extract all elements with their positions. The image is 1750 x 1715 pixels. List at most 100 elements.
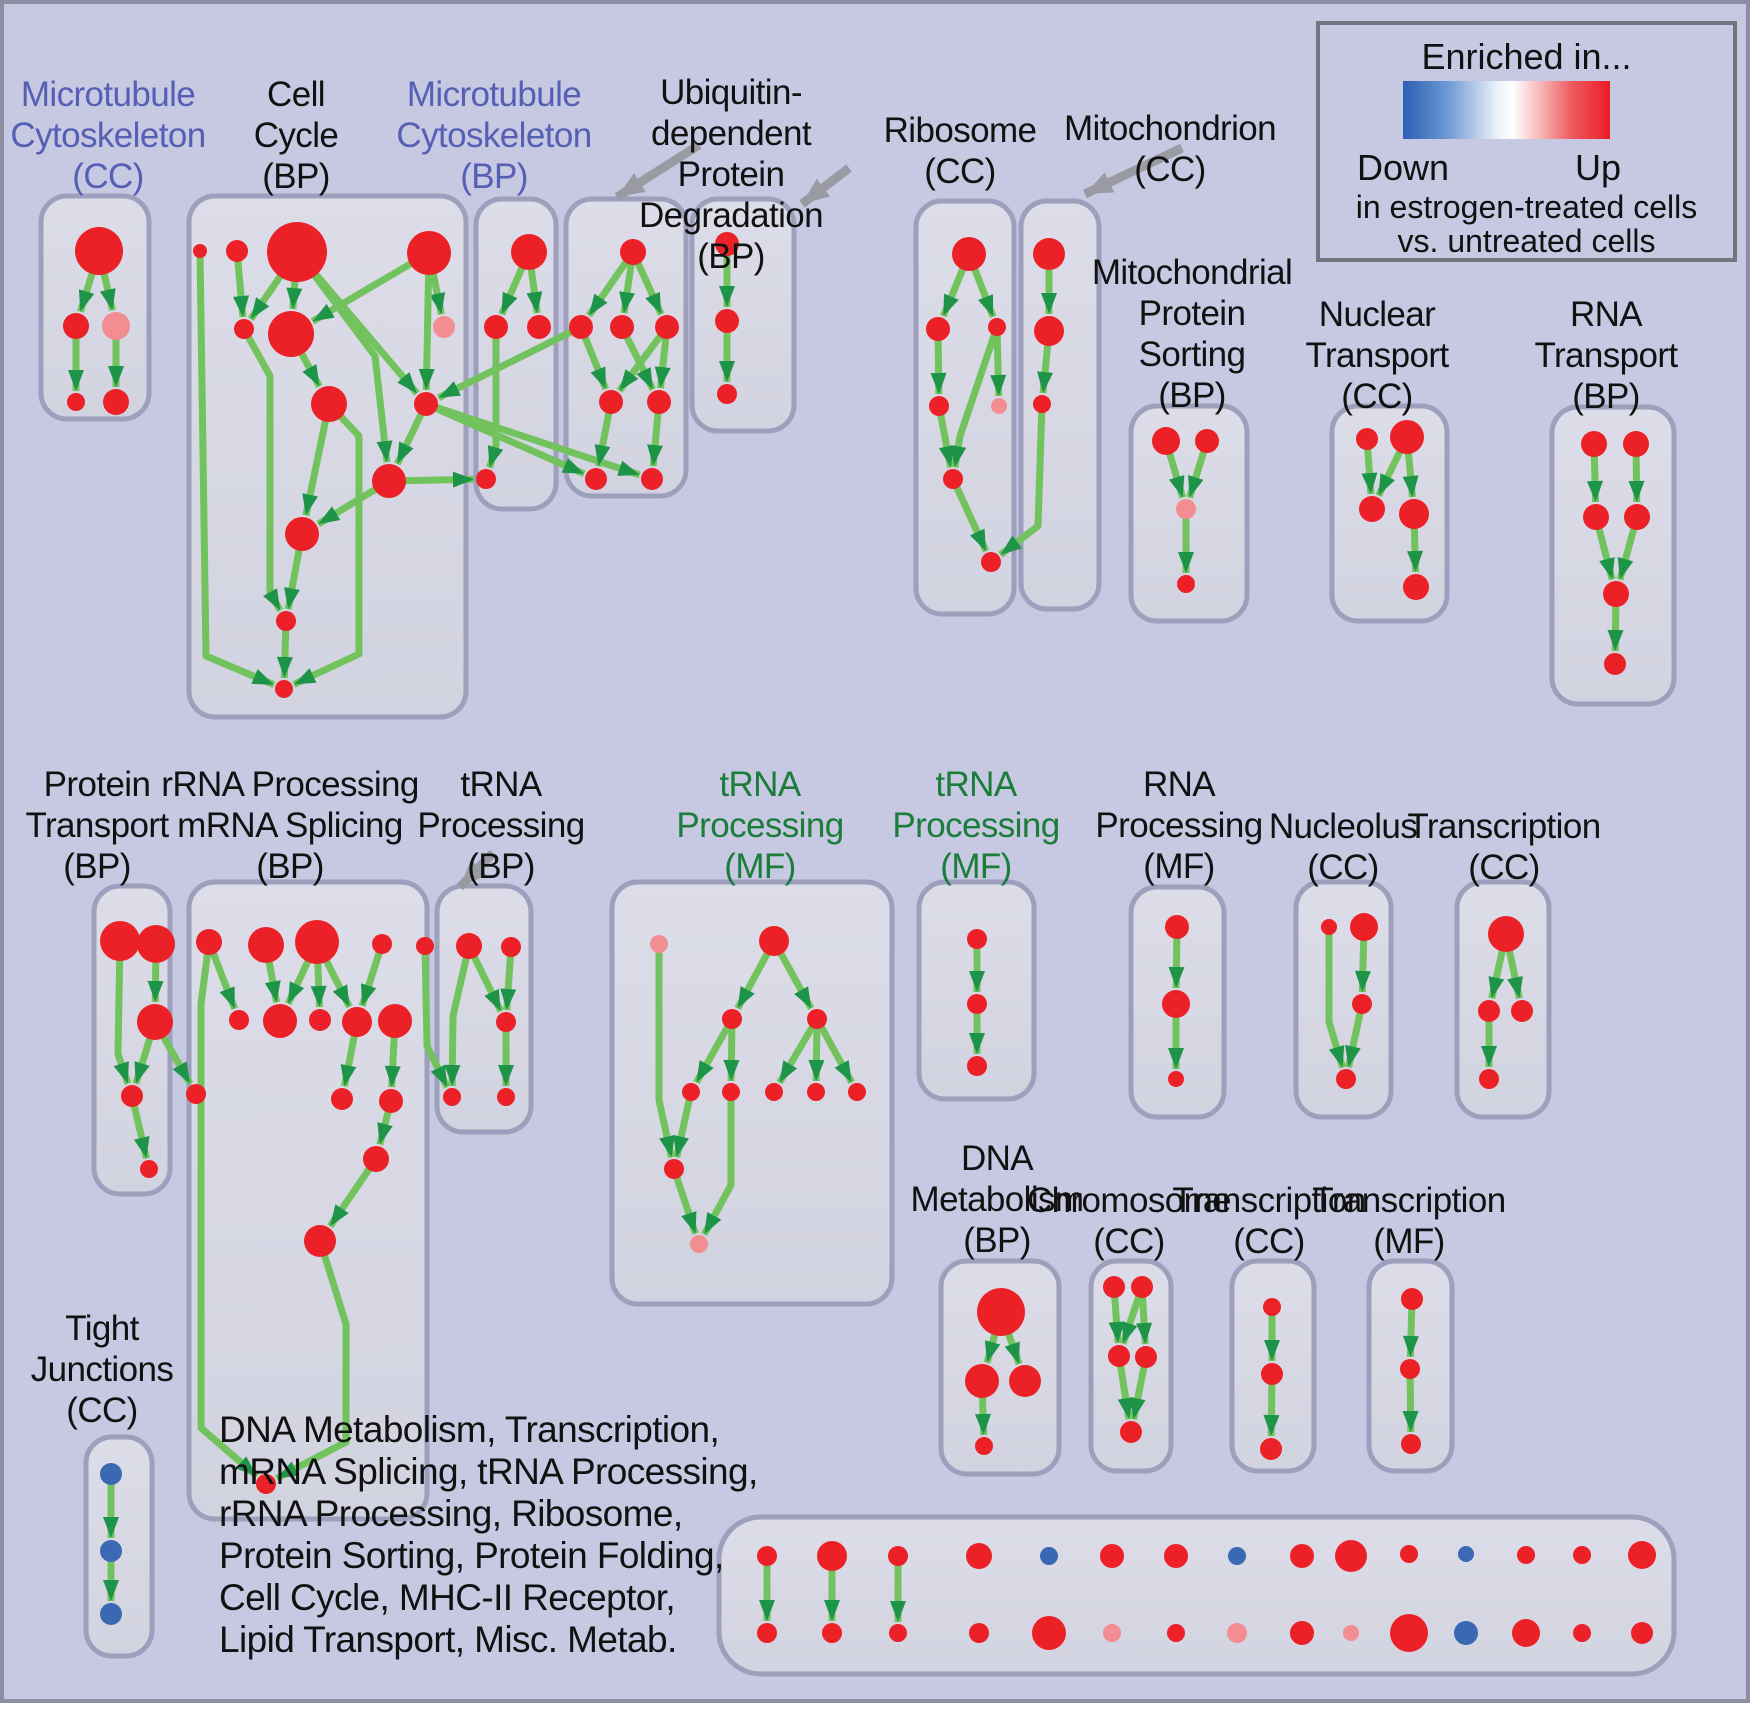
rtr-label: RNA Transport (BP) xyxy=(1534,294,1678,417)
edge-arrow xyxy=(950,325,1001,468)
go-term-node xyxy=(757,1623,777,1643)
tmf2-label-line: (MF) xyxy=(940,847,1012,886)
misc-note-line: DNA Metabolism, Transcription, xyxy=(219,1409,720,1450)
go-term-node xyxy=(1573,1546,1591,1564)
tmf-label-line: Transcription xyxy=(1312,1181,1506,1220)
go-term-node xyxy=(1227,1623,1247,1643)
go-term-node xyxy=(1263,1298,1281,1316)
go-term-node xyxy=(1195,429,1219,453)
tbp-label-line: (BP) xyxy=(467,847,535,886)
go-term-node xyxy=(1261,1363,1283,1385)
go-term-node xyxy=(414,392,438,416)
go-term-node xyxy=(1135,1346,1157,1368)
go-term-node xyxy=(981,552,1001,572)
mtcc-label-line: (CC) xyxy=(72,157,144,196)
msort-label: Mitochondrial Protein Sorting (BP) xyxy=(1092,252,1293,416)
go-term-node xyxy=(715,232,739,256)
go-term-node xyxy=(1336,1069,1356,1089)
go-term-node xyxy=(1623,431,1649,457)
go-term-node xyxy=(655,315,679,339)
go-term-node xyxy=(378,1004,412,1038)
rproc-label-line: (MF) xyxy=(1143,847,1215,886)
go-term-node xyxy=(1228,1547,1246,1565)
edge-arrow xyxy=(998,403,1046,558)
edge-arrow xyxy=(616,324,670,393)
edge-arrow xyxy=(723,1018,740,1082)
go-term-node xyxy=(311,386,347,422)
go-term-node xyxy=(1458,1546,1474,1562)
go-term-node xyxy=(991,398,1007,414)
ub2-group-box xyxy=(689,196,797,434)
go-term-node xyxy=(1488,916,1524,952)
rrna-label-line: mRNA Splicing xyxy=(177,806,403,845)
edge-arrow xyxy=(776,1017,821,1085)
go-term-node xyxy=(1454,1621,1478,1645)
go-term-node xyxy=(1335,1540,1367,1572)
ub1-label: Ubiquitin-dependent Protein Degradation (BP… xyxy=(639,72,824,277)
rtr-label-line: Transport xyxy=(1534,336,1678,375)
tmf1-label-line: (MF) xyxy=(724,847,796,886)
ub1-label-line: Protein xyxy=(677,155,785,194)
rib-label: Ribosome (CC) xyxy=(884,110,1037,192)
go-term-node xyxy=(443,1088,461,1106)
misc-note-line: rRNA Processing, Ribosome, xyxy=(219,1493,683,1534)
go-term-node xyxy=(722,1009,742,1029)
edge-arrow xyxy=(310,249,431,325)
go-term-node xyxy=(1511,1000,1533,1022)
go-term-node xyxy=(1400,1359,1420,1379)
tmf-label-line: (MF) xyxy=(1373,1222,1445,1261)
go-term-node xyxy=(1103,1276,1125,1298)
go-term-node xyxy=(1040,1547,1058,1565)
misc-note-line: Cell Cycle, MHC-II Receptor, xyxy=(219,1577,676,1618)
go-term-node xyxy=(1399,499,1429,529)
go-term-node xyxy=(309,1009,331,1031)
go-term-node xyxy=(268,311,314,357)
go-term-node xyxy=(416,937,434,955)
go-term-node xyxy=(267,222,327,282)
go-term-node xyxy=(100,921,140,961)
rrna-label-line: rRNA Processing xyxy=(161,765,419,804)
go-term-node xyxy=(1165,915,1189,939)
go-term-node xyxy=(926,317,950,341)
legend-up-label: Up xyxy=(1574,147,1622,188)
edge-arrow xyxy=(655,944,675,1159)
go-term-node xyxy=(975,1437,993,1455)
go-term-node xyxy=(889,1624,907,1642)
go-term-node xyxy=(100,1463,122,1485)
edge-arrow xyxy=(418,252,435,391)
edge-arrow xyxy=(113,940,132,1085)
go-term-node xyxy=(1260,1438,1282,1460)
go-term-node xyxy=(888,1546,908,1566)
go-term-node xyxy=(1120,1421,1142,1443)
rib-label-line: (CC) xyxy=(924,152,996,191)
go-term-node xyxy=(1573,1624,1591,1642)
mito-label-line: (CC) xyxy=(1134,150,1206,189)
strip-group-box xyxy=(716,1514,1677,1677)
mtb-label-line: (BP) xyxy=(460,157,528,196)
go-term-node xyxy=(1479,1069,1499,1089)
tcc2-label-line: Transcription xyxy=(1172,1181,1366,1220)
cc-label-line: (BP) xyxy=(262,157,330,196)
ntr-label-line: (CC) xyxy=(1341,377,1413,416)
go-term-node xyxy=(717,384,737,404)
tmf1-label-line: tRNA xyxy=(719,765,801,804)
edge-arrow xyxy=(1345,1003,1366,1068)
edge-arrow xyxy=(196,250,276,688)
go-term-node xyxy=(822,1623,842,1643)
edge-arrow xyxy=(670,1167,699,1235)
dnam-label-line: Metabolism xyxy=(910,1180,1085,1219)
go-term-node xyxy=(372,934,392,954)
tbp-label-line: Processing xyxy=(417,806,585,845)
rtr-label-line: (BP) xyxy=(1572,377,1640,416)
go-term-node xyxy=(1032,1616,1066,1650)
go-term-node xyxy=(988,318,1006,336)
go-term-node xyxy=(256,1474,276,1494)
tcc1-label-line: (CC) xyxy=(1468,848,1540,887)
misc-note-line: mRNA Splicing, tRNA Processing, xyxy=(219,1451,758,1492)
go-term-node xyxy=(196,929,222,955)
go-term-node xyxy=(229,1010,249,1030)
rproc-label-line: Processing xyxy=(1095,806,1263,845)
cc-label: Cell Cycle (BP) xyxy=(254,74,339,197)
edge-arrow xyxy=(294,249,393,463)
tcc2-label-line: (CC) xyxy=(1233,1222,1305,1261)
